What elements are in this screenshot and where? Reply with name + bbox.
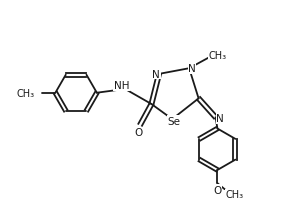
Text: N: N bbox=[152, 70, 160, 79]
Text: Se: Se bbox=[168, 116, 180, 126]
Text: CH₃: CH₃ bbox=[17, 88, 35, 98]
Text: NH: NH bbox=[114, 81, 129, 91]
Text: N: N bbox=[188, 64, 196, 74]
Text: CH₃: CH₃ bbox=[225, 190, 243, 199]
Text: O: O bbox=[134, 128, 142, 138]
Text: CH₃: CH₃ bbox=[208, 51, 227, 61]
Text: N: N bbox=[217, 114, 224, 124]
Text: O: O bbox=[213, 185, 222, 195]
